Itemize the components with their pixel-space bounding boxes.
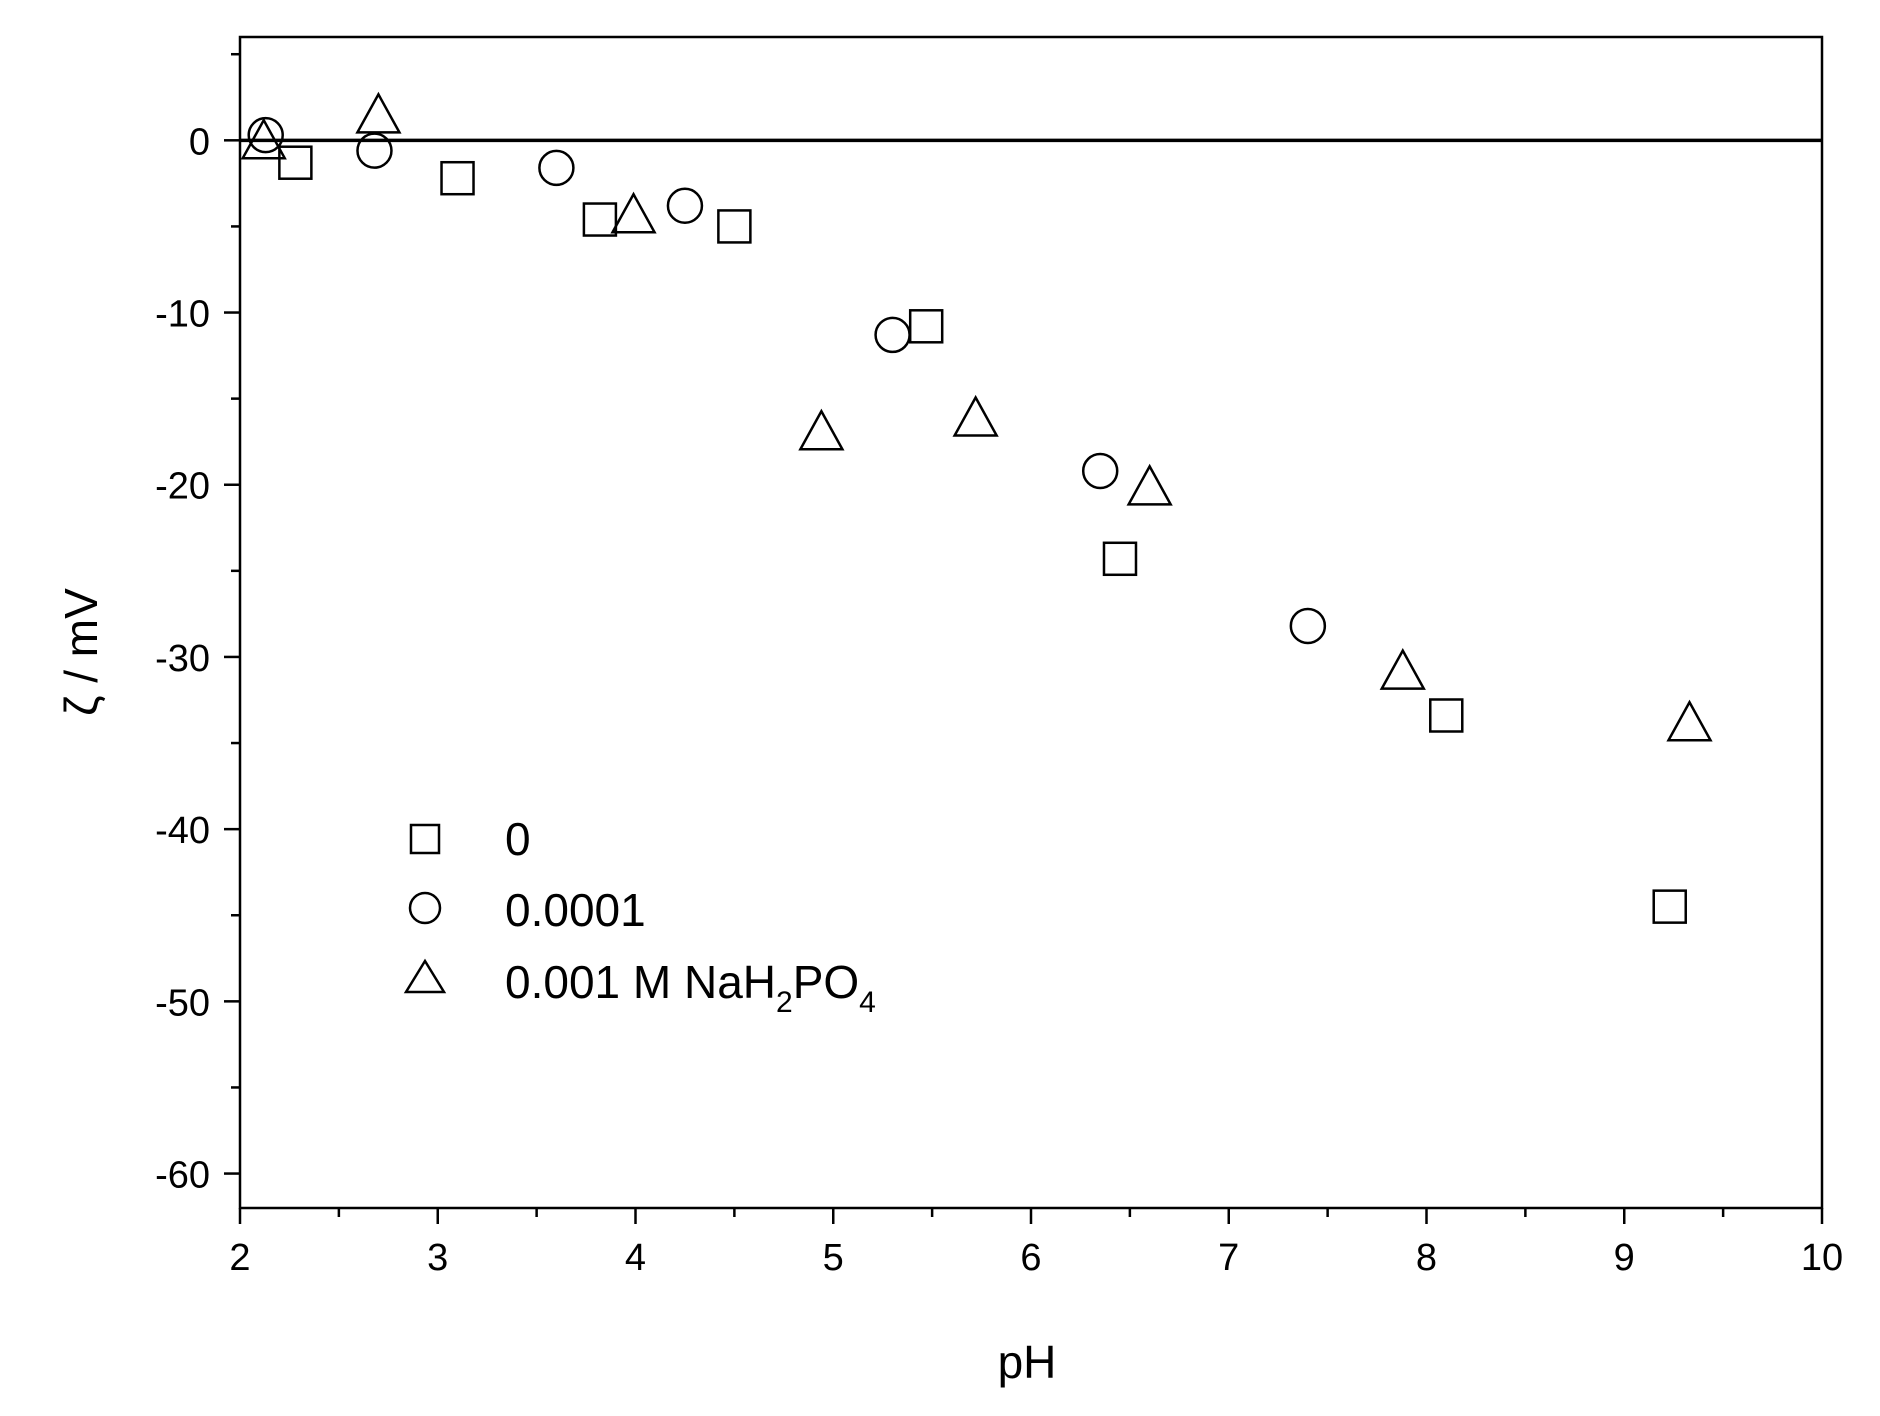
y-tick-label: -60 [155, 1155, 210, 1197]
point-series-0-0001-circle [874, 316, 911, 354]
point-series-0-001-triangle [1379, 648, 1426, 690]
point-series-0-square [1429, 698, 1464, 733]
point-series-0-0001-circle [1289, 607, 1327, 645]
legend-label-0-0001: 0.0001 [505, 884, 646, 936]
legend-marker-circle [408, 891, 442, 925]
point-series-0-0001-circle [247, 116, 284, 154]
y-tick-label: 0 [189, 121, 210, 163]
legend-label-0-001: 0.001 M NaH2PO4 [505, 956, 876, 1019]
point-series-0-square [1652, 889, 1687, 924]
x-tick-label: 6 [1020, 1237, 1041, 1279]
point-series-0-001-triangle [1666, 699, 1713, 742]
point-series-0-001-triangle [798, 408, 845, 451]
data-points [240, 91, 1713, 924]
point-series-0-square [908, 309, 944, 344]
legend-marker-triangle [403, 958, 447, 994]
legend-label-0-001-mid: PO [793, 956, 859, 1008]
x-tick-label: 10 [1801, 1237, 1843, 1279]
legend-label-0-001-main: 0.001 M NaH [505, 956, 776, 1008]
legend-label-0-001-sub1: 2 [776, 986, 793, 1019]
point-series-0-square [278, 145, 313, 180]
x-tick-label: 8 [1416, 1237, 1437, 1279]
x-tick-label: 2 [229, 1237, 250, 1279]
point-series-0-square [440, 160, 475, 196]
legend-label-0-001-sub2: 4 [859, 986, 876, 1019]
point-series-0-0001-circle [1081, 452, 1119, 490]
y-tick-label: -30 [155, 638, 210, 680]
point-series-0-001-triangle [240, 117, 287, 160]
major-ticks [224, 139, 1824, 1224]
x-tick-label: 3 [427, 1237, 448, 1279]
legend: 0 0.0001 0.001 M NaH2PO4 [403, 813, 876, 1019]
y-tick-label: -50 [155, 982, 210, 1024]
x-tick-labels: 2 3 4 5 6 7 8 9 10 [229, 1237, 1843, 1279]
legend-marker-square [409, 823, 441, 855]
point-series-0-001-triangle [610, 191, 657, 234]
point-series-0-001-triangle [952, 394, 999, 437]
y-tick-label: -10 [155, 294, 210, 336]
y-tick-labels: -60 -50 -40 -30 -20 -10 0 [155, 121, 210, 1196]
x-tick-label: 4 [625, 1237, 646, 1279]
plot-frame [238, 35, 1824, 1210]
y-tick-label: -20 [155, 466, 210, 508]
point-series-0-0001-circle [538, 149, 575, 187]
point-series-0-0001-circle [666, 187, 704, 225]
x-tick-label: 5 [823, 1237, 844, 1279]
point-series-0-001-triangle [1126, 463, 1173, 506]
point-series-0-001-triangle [355, 91, 402, 134]
x-axis-title: pH [998, 1336, 1057, 1388]
minor-ticks [231, 52, 1725, 1217]
legend-label-0: 0 [505, 813, 531, 865]
point-series-0-square [1102, 541, 1138, 577]
y-tick-label: -40 [155, 810, 210, 852]
y-axis-title: ζ / mV [55, 588, 107, 716]
x-tick-label: 9 [1614, 1237, 1635, 1279]
point-series-0-square [582, 202, 618, 237]
x-tick-label: 7 [1218, 1237, 1239, 1279]
point-series-0-square [717, 209, 752, 244]
point-series-0-0001-circle [356, 132, 393, 169]
